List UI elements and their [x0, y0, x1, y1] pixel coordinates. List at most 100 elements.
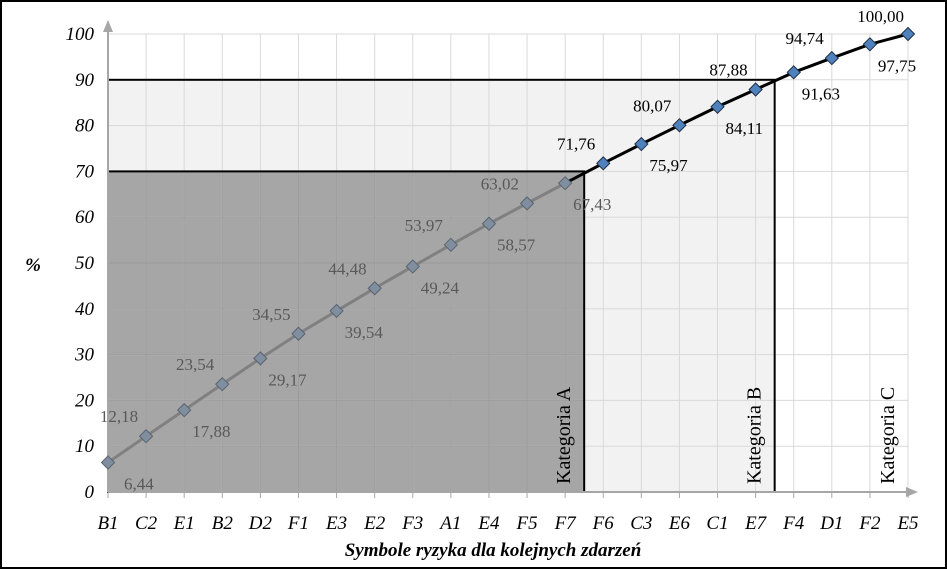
data-point-15 — [672, 118, 687, 133]
y-tick-label-1: 10 — [75, 436, 95, 457]
x-tick-label-11: F5 — [515, 513, 537, 534]
data-label-17: 87,88 — [709, 61, 747, 80]
data-point-10 — [481, 216, 497, 231]
data-label-7: 44,48 — [328, 259, 366, 278]
x-axis-title: Symbole ryzyka dla kolejnych zdarzeń — [345, 540, 642, 561]
data-label-3: 23,54 — [176, 355, 215, 374]
line-segment-14 — [640, 123, 681, 146]
x-tick-label-14: C3 — [630, 513, 652, 534]
data-label-0: 6,44 — [124, 475, 154, 494]
data-label-19: 94,74 — [786, 29, 825, 48]
data-label-6: 39,54 — [345, 323, 384, 342]
y-tick-label-8: 80 — [75, 116, 95, 137]
y-tick-label-10: 100 — [66, 24, 95, 45]
data-markers — [100, 26, 916, 470]
data-label-20: 97,75 — [878, 56, 916, 75]
data-point-3 — [215, 376, 230, 392]
data-label-15: 80,07 — [633, 96, 672, 115]
data-point-5 — [291, 326, 306, 341]
x-tick-label-21: E5 — [896, 513, 918, 534]
y-tick-label-6: 60 — [75, 207, 95, 228]
x-tick-label-8: F3 — [401, 513, 423, 534]
grid-lines — [107, 33, 909, 492]
line-segment-8 — [412, 243, 452, 268]
x-tick-label-18: F4 — [782, 513, 805, 534]
tick-labels: 0 10 20 30 40 50 60 70 80 90 100 B1 C2 E1 B2 D2 F1 E3 E2 F3… — [66, 24, 919, 534]
data-label-18: 91,63 — [802, 84, 840, 103]
data-label-14: 75,97 — [649, 156, 688, 175]
y-tick-label-2: 20 — [75, 390, 95, 411]
line-segment-13 — [602, 142, 643, 165]
x-tick-label-19: D1 — [819, 513, 843, 534]
axes — [103, 20, 918, 498]
data-label-4: 29,17 — [268, 370, 307, 389]
x-tick-label-12: F7 — [554, 513, 578, 534]
data-point-6 — [329, 303, 344, 319]
data-point-9 — [443, 237, 459, 253]
x-tick-label-3: B2 — [212, 513, 234, 534]
data-point-11 — [519, 196, 535, 211]
y-tick-label-5: 50 — [75, 253, 95, 274]
line-segment-19 — [831, 42, 871, 60]
line-segment-20 — [869, 32, 909, 46]
data-label-13: 71,76 — [557, 134, 595, 153]
data-label-12: 67,43 — [573, 195, 611, 214]
line-segment-10 — [488, 202, 528, 226]
x-tick-label-1: C2 — [135, 513, 158, 534]
line-segment-6 — [335, 286, 376, 313]
category-label-1: Kategoria B — [744, 387, 766, 484]
line-segment-18 — [793, 56, 833, 74]
line-segment-2 — [183, 382, 224, 412]
line-segment-7 — [373, 265, 414, 290]
data-point-7 — [367, 281, 382, 296]
x-tick-label-7: E2 — [363, 513, 386, 534]
data-label-11: 63,02 — [481, 174, 519, 193]
data-point-12 — [557, 175, 573, 191]
data-point-18 — [786, 65, 801, 80]
x-tick-label-20: F2 — [858, 513, 881, 534]
data-point-4 — [253, 351, 268, 366]
y-axis-arrow-icon — [103, 20, 113, 32]
x-tick-label-5: F1 — [287, 513, 309, 534]
x-tick-label-0: B1 — [97, 513, 118, 534]
data-label-2: 17,88 — [192, 422, 230, 441]
data-label-5: 34,55 — [252, 305, 290, 324]
y-tick-label-7: 70 — [75, 161, 95, 182]
data-point-13 — [596, 156, 611, 171]
data-point-16 — [710, 99, 725, 114]
category-labels: Kategoria A Kategoria B Kategoria C — [553, 386, 899, 484]
data-point-20 — [862, 37, 878, 52]
y-axis-title: % — [25, 255, 41, 276]
data-point-2 — [176, 402, 192, 418]
category-region-0 — [108, 171, 585, 492]
line-segment-9 — [450, 222, 490, 247]
data-label-9: 53,97 — [405, 216, 444, 235]
x-tick-label-13: F6 — [592, 513, 615, 534]
x-axis-arrow-icon — [906, 487, 918, 497]
y-tick-label-9: 90 — [75, 70, 95, 91]
x-tick-label-17: E7 — [744, 513, 768, 534]
line-segment-0 — [107, 434, 147, 464]
data-point-14 — [634, 136, 649, 152]
category-regions — [108, 34, 908, 493]
data-point-21 — [900, 26, 916, 42]
cumulative-line — [107, 32, 909, 464]
x-tick-label-9: A1 — [438, 513, 461, 534]
category-label-2: Kategoria C — [877, 387, 899, 484]
category-label-0: Kategoria A — [553, 386, 575, 484]
y-tick-label-3: 30 — [74, 345, 95, 366]
line-segment-3 — [221, 357, 262, 386]
x-tick-label-15: E6 — [668, 513, 691, 534]
line-segment-11 — [526, 181, 566, 205]
x-tick-label-16: C1 — [706, 513, 728, 534]
data-label-16: 84,11 — [726, 119, 764, 138]
line-segment-4 — [259, 332, 300, 360]
data-point-0 — [100, 455, 116, 470]
line-segment-12 — [564, 162, 604, 185]
data-labels: 6,44 12,18 17,88 23,54 29,17 34,55 39,54 44,48 4… — [100, 7, 916, 494]
y-tick-label-0: 0 — [85, 482, 95, 503]
x-tick-label-4: D2 — [248, 513, 273, 534]
data-point-1 — [138, 429, 154, 444]
data-label-10: 58,57 — [497, 236, 536, 255]
data-point-8 — [405, 259, 420, 274]
